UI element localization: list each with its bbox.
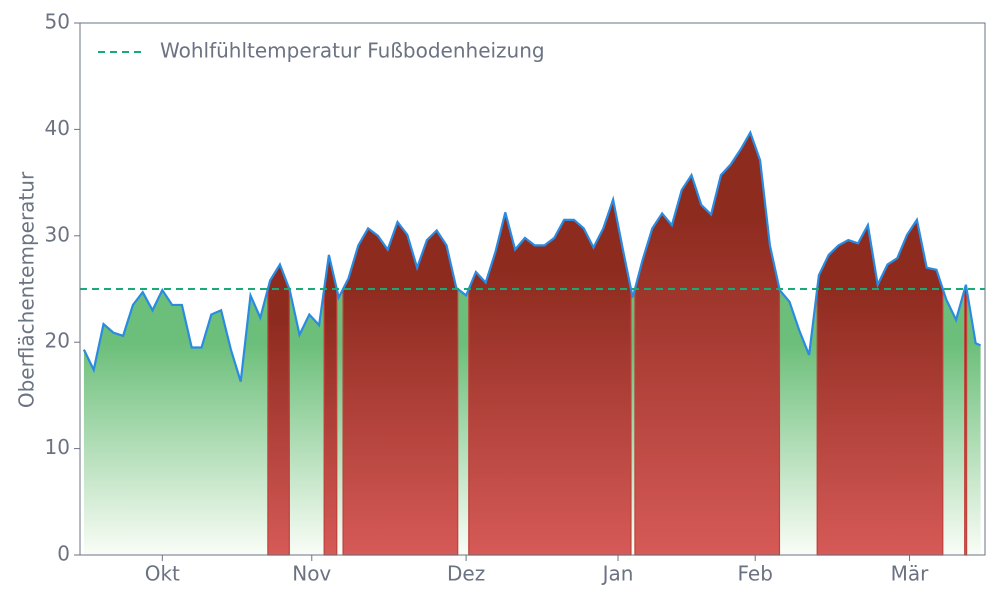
area-above [816, 218, 944, 556]
plot-frame [79, 22, 986, 556]
y-tick-label: 40 [45, 116, 70, 140]
area-above [342, 220, 459, 556]
y-tick-label: 0 [57, 542, 70, 566]
y-axis-label: Oberflächentemperatur [15, 171, 39, 408]
x-tick-label: Okt [145, 562, 180, 586]
y-tick-label: 30 [45, 222, 70, 246]
x-tick-label: Nov [292, 562, 331, 586]
line [82, 129, 982, 382]
legend-label: Wohlfühltemperatur Fußbodenheizung [160, 39, 545, 63]
x-tick-label: Feb [737, 562, 772, 586]
area-above [323, 254, 338, 556]
area-above [634, 131, 781, 556]
area-above [267, 263, 290, 556]
y-tick-label: 20 [45, 329, 70, 353]
y-tick-label: 10 [45, 435, 70, 459]
x-tick-label: Jan [601, 562, 634, 586]
y-tick-label: 50 [45, 10, 70, 34]
area-above [964, 284, 968, 556]
x-tick-label: Dez [447, 562, 485, 586]
area-above [468, 197, 632, 556]
x-tick-label: Mär [891, 562, 930, 586]
